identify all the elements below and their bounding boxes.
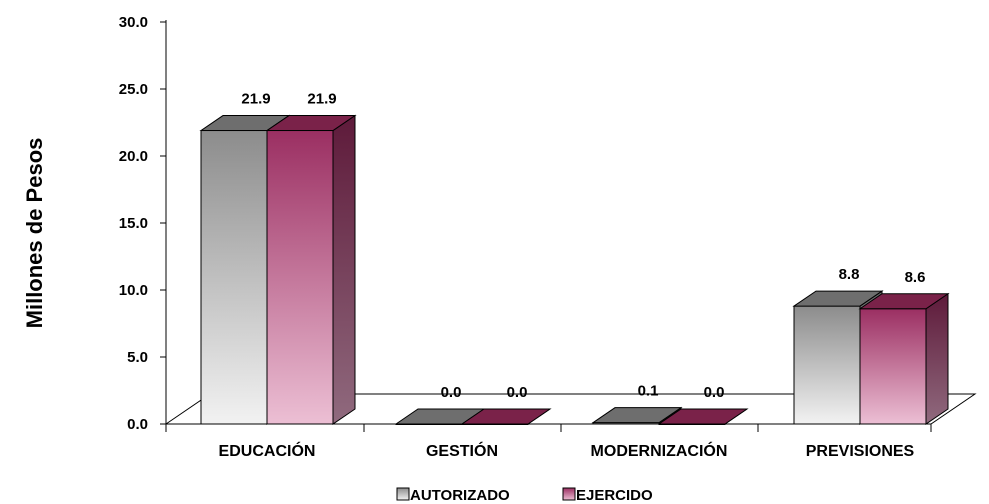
y-tick-label: 5.0: [127, 349, 148, 366]
data-label: 21.9: [241, 91, 270, 108]
bar-side-ejercido: [332, 114, 356, 425]
labels: EDUCACIÓN GESTIÓN MODERNIZACIÓN PREVISIONES…: [219, 91, 926, 460]
y-axis-title: Millones de Pesos: [22, 138, 47, 329]
bar-front-ejercido: [859, 308, 927, 425]
bar-front-autorizado: [793, 305, 861, 425]
x-tick-label: PREVISIONES: [806, 443, 915, 460]
legend-swatch-autorizado: [396, 487, 410, 501]
y-tick-label: 30.0: [119, 14, 148, 31]
y-tick-label: 0.0: [127, 416, 148, 433]
y-tick-label: 15.0: [119, 215, 148, 232]
bar-top-ejercido: [858, 293, 950, 310]
data-label: 21.9: [307, 91, 336, 108]
data-label: 0.0: [704, 384, 725, 401]
data-label: 0.0: [441, 384, 462, 401]
x-tick-label: MODERNIZACIÓN: [591, 441, 728, 460]
bar-top-ejercido: [460, 408, 552, 425]
bar-front-autorizado: [200, 130, 268, 425]
bars: [199, 114, 950, 425]
legend-swatch-ejercido: [562, 487, 576, 501]
bar-front-ejercido: [266, 130, 334, 425]
data-label: 0.1: [638, 383, 659, 400]
bar-side-ejercido: [925, 292, 949, 425]
legend: AUTORIZADO EJERCIDO: [396, 487, 653, 504]
y-tick-label: 10.0: [119, 282, 148, 299]
y-tick-label: 25.0: [119, 81, 148, 98]
y-tick-label: 20.0: [119, 148, 148, 165]
bar-top-autorizado: [591, 407, 683, 424]
bar-top-autorizado: [792, 290, 884, 307]
bar-top-ejercido: [657, 408, 749, 425]
data-label: 8.8: [839, 266, 860, 283]
x-tick-label: GESTIÓN: [426, 441, 498, 460]
legend-label-ejercido: EJERCIDO: [576, 487, 653, 504]
data-label: 8.6: [905, 269, 926, 286]
x-tick-label: EDUCACIÓN: [219, 441, 316, 460]
legend-label-autorizado: AUTORIZADO: [410, 487, 510, 504]
bar-top-ejercido: [265, 115, 357, 132]
data-label: 0.0: [507, 384, 528, 401]
axes: 0.0 5.0 10.0 15.0 20.0 25.0 30.0: [119, 14, 977, 433]
